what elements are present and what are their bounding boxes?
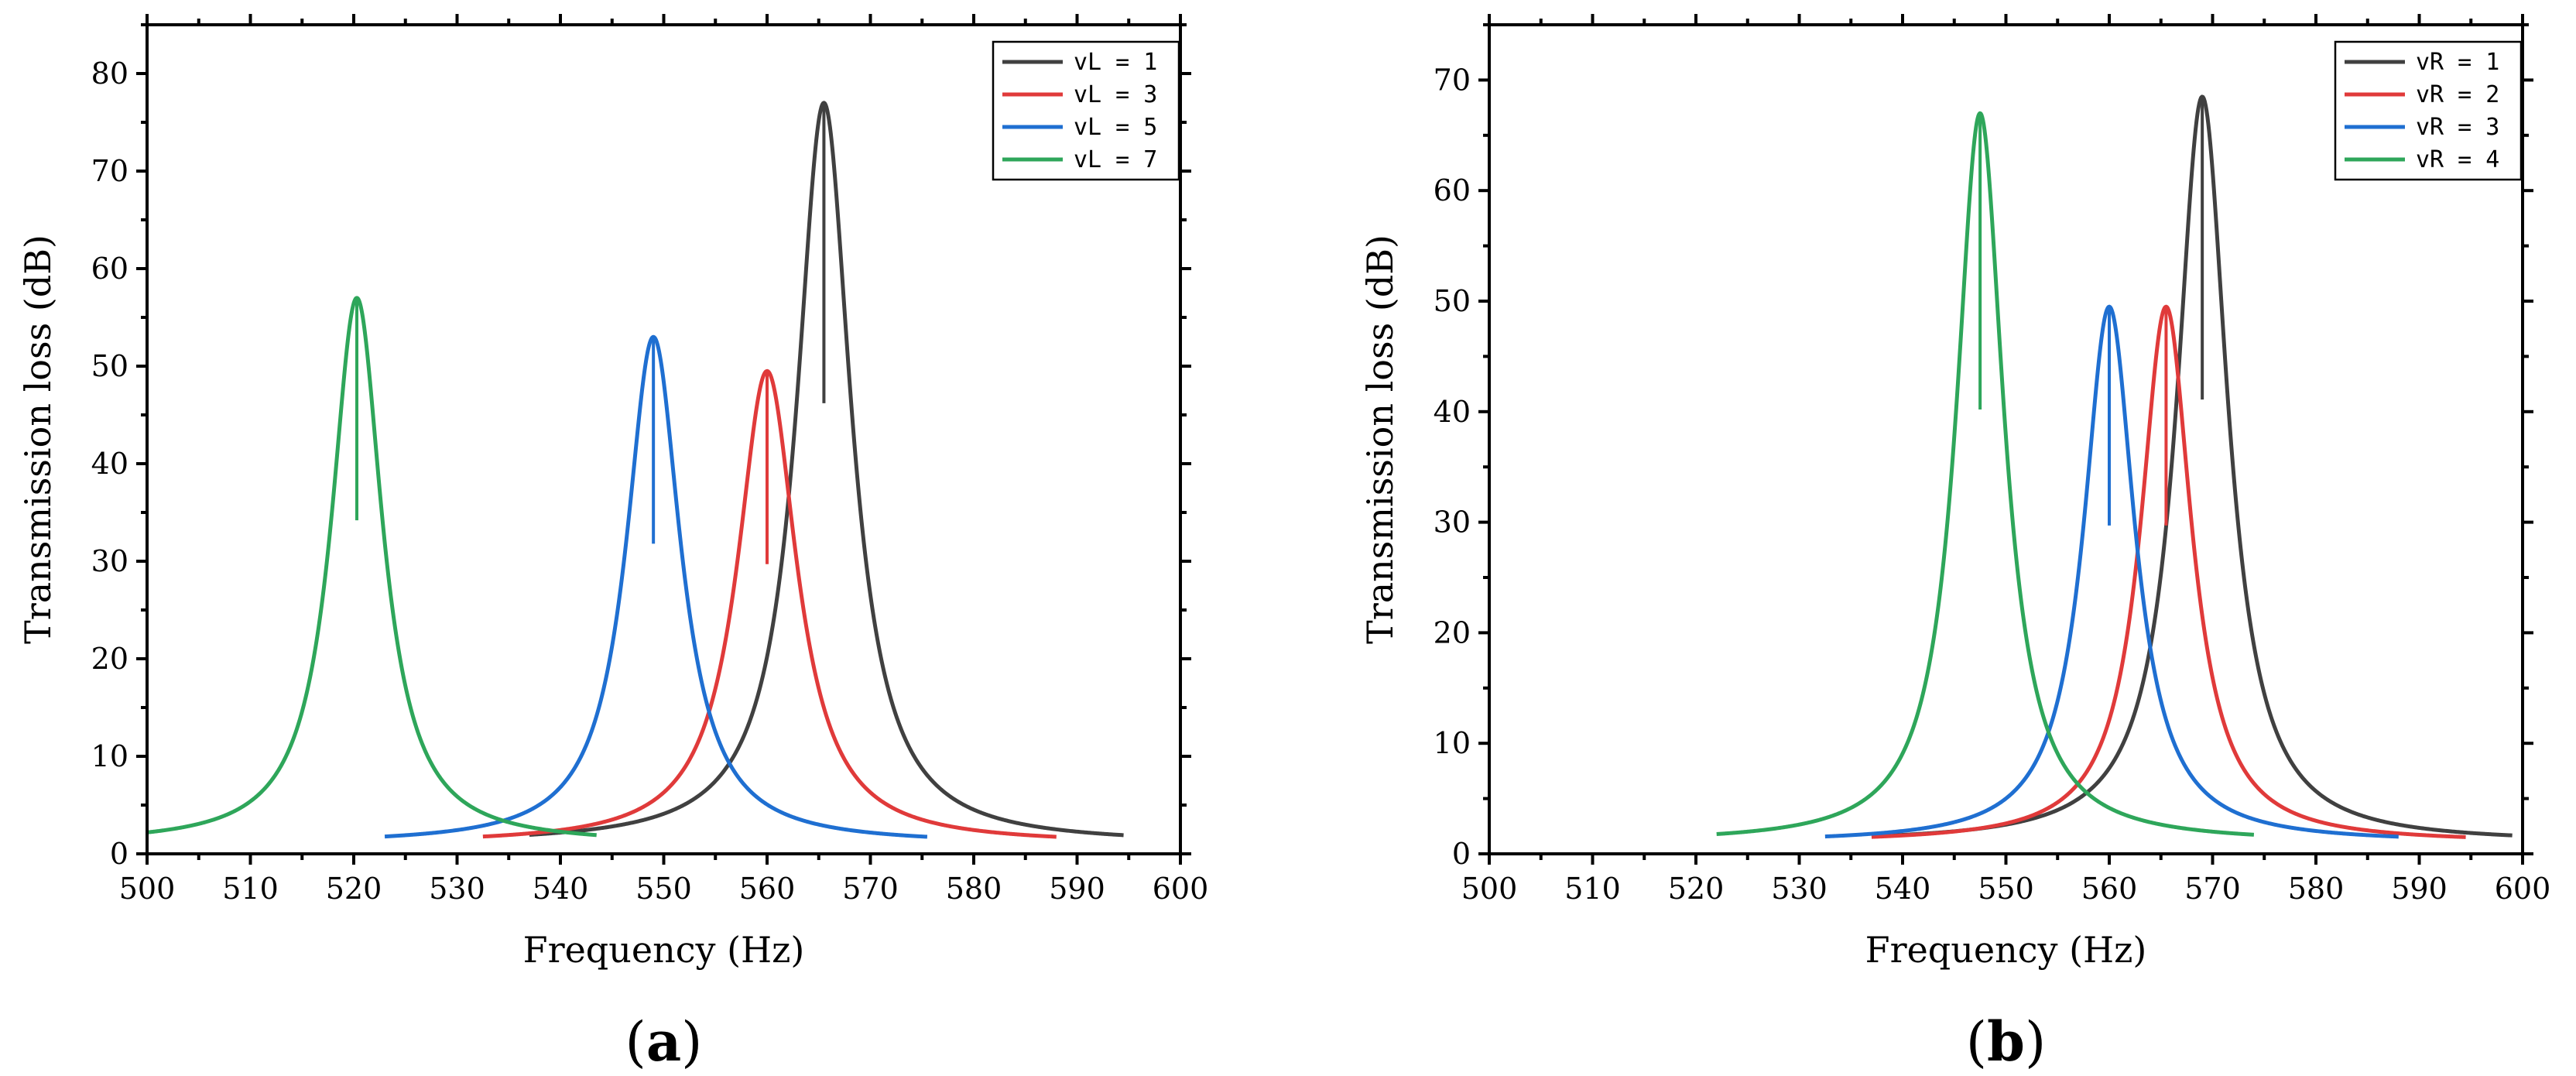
legend-entry: vL = 3 xyxy=(1074,81,1157,108)
y-tick-label: 30 xyxy=(91,544,128,578)
legend: vL = 1 vL = 3 vL = 5 vL = 7 xyxy=(992,40,1180,181)
y-tick-label: 10 xyxy=(91,739,128,773)
y-tick-label: 0 xyxy=(1452,837,1471,871)
y-tick-label: 60 xyxy=(91,252,128,286)
x-tick-label: 530 xyxy=(429,872,485,906)
chart-panel-a: 500 510 520 530 540 550 560 570 580 590 600 0 10 20 30… xyxy=(17,14,1209,1074)
series-line-3 xyxy=(1824,304,2400,839)
chart-panel-b: 500 510 520 530 540 550 560 570 580 590 600 0 10 20 30… xyxy=(1359,14,2551,1074)
x-tick-label: 590 xyxy=(1049,872,1105,906)
x-tick-label: 580 xyxy=(946,872,1002,906)
legend-entry: vL = 1 xyxy=(1074,49,1157,76)
y-tick-label: 20 xyxy=(1434,615,1471,649)
panel-label: (b) xyxy=(1966,1009,2047,1074)
legend-entry: vL = 7 xyxy=(1074,146,1157,173)
series-line-3 xyxy=(383,334,929,839)
y-tick-label: 80 xyxy=(91,57,128,91)
legend-entry: vR = 2 xyxy=(2416,81,2499,108)
y-tick-label: 30 xyxy=(1434,505,1471,540)
y-tick-label: 0 xyxy=(110,837,128,871)
x-tick-label: 570 xyxy=(842,872,899,906)
y-tick-label: 50 xyxy=(91,349,128,383)
y-axis-label: Transmission loss (dB) xyxy=(17,235,59,644)
y-axis-label: Transmission loss (dB) xyxy=(1359,235,1401,644)
legend-entry: vR = 4 xyxy=(2416,146,2499,173)
legend-entry: vR = 3 xyxy=(2416,114,2499,141)
y-tick-label: 40 xyxy=(1434,395,1471,429)
x-tick-label: 550 xyxy=(1978,872,2034,906)
x-tick-label: 580 xyxy=(2288,872,2345,906)
y-tick-label: 20 xyxy=(91,642,128,676)
x-tick-label: 590 xyxy=(2391,872,2448,906)
x-tick-label: 550 xyxy=(635,872,692,906)
x-tick-label: 600 xyxy=(2495,872,2551,906)
series-line-4 xyxy=(146,296,598,838)
x-tick-label: 540 xyxy=(1875,872,1931,906)
y-tick-label: 10 xyxy=(1434,726,1471,760)
legend-entry: vL = 5 xyxy=(1074,114,1157,141)
y-tick-label: 40 xyxy=(91,447,128,481)
x-tick-label: 500 xyxy=(119,872,176,906)
x-tick-label: 520 xyxy=(1668,872,1725,906)
panel-label: (a) xyxy=(625,1009,703,1074)
legend-entry: vR = 1 xyxy=(2416,49,2499,76)
y-tick-label: 50 xyxy=(1434,284,1471,318)
y-tick-label: 60 xyxy=(1434,173,1471,207)
x-tick-label: 570 xyxy=(2184,872,2241,906)
series-line-2 xyxy=(1870,304,2467,839)
legend-box xyxy=(2334,40,2523,181)
x-tick-label: 530 xyxy=(1771,872,1828,906)
series-line-4 xyxy=(1715,111,2256,837)
x-tick-label: 560 xyxy=(739,872,796,906)
legend-box xyxy=(992,40,1180,181)
x-tick-label: 560 xyxy=(2081,872,2138,906)
x-tick-label: 510 xyxy=(222,872,279,906)
x-tick-label: 540 xyxy=(533,872,589,906)
x-tick-label: 510 xyxy=(1564,872,1621,906)
y-tick-label: 70 xyxy=(1434,63,1471,97)
legend: vR = 1 vR = 2 vR = 3 vR = 4 xyxy=(2334,40,2523,181)
y-tick-label: 70 xyxy=(91,154,128,188)
x-axis-label: Frequency (Hz) xyxy=(523,929,805,971)
x-tick-label: 520 xyxy=(326,872,382,906)
series-line-2 xyxy=(481,368,1058,839)
x-axis-label: Frequency (Hz) xyxy=(1865,929,2147,971)
series-line-1 xyxy=(528,101,1125,838)
x-tick-label: 500 xyxy=(1461,872,1518,906)
x-tick-label: 600 xyxy=(1153,872,1209,906)
